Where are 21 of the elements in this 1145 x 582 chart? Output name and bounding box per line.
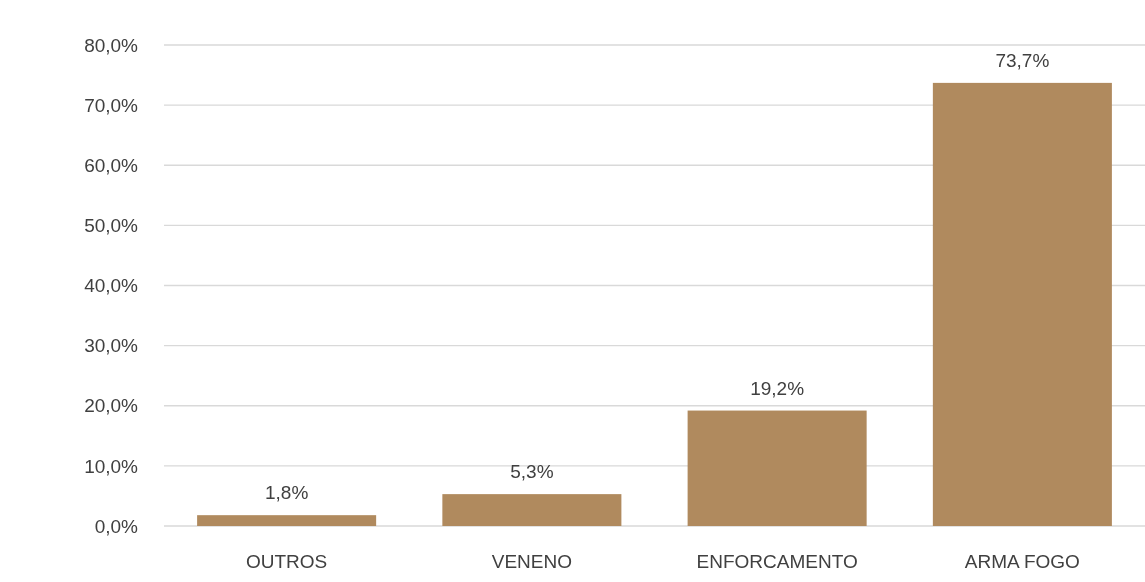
- y-tick-label: 50,0%: [84, 215, 139, 237]
- data-label: 19,2%: [750, 377, 805, 399]
- y-tick-label: 0,0%: [94, 515, 139, 537]
- x-tick-label: ENFORCAMENTO: [696, 551, 858, 572]
- data-label: 5,3%: [510, 461, 554, 483]
- data-label: 73,7%: [995, 49, 1050, 71]
- y-tick-label: 70,0%: [84, 94, 139, 116]
- y-tick-label: 10,0%: [84, 455, 139, 477]
- bar: [442, 494, 622, 526]
- y-tick-label: 60,0%: [84, 154, 139, 176]
- y-tick-label: 30,0%: [84, 335, 139, 357]
- x-tick-label: VENENO: [491, 551, 572, 572]
- y-tick-label: 80,0%: [84, 34, 139, 56]
- x-tick-label: ARMA FOGO: [964, 551, 1080, 572]
- y-tick-label: 20,0%: [84, 395, 139, 417]
- data-label: 1,8%: [264, 482, 309, 504]
- bar: [932, 82, 1112, 526]
- bar: [687, 410, 867, 526]
- bar: [197, 515, 377, 526]
- x-tick-label: OUTROS: [245, 551, 328, 572]
- y-tick-label: 40,0%: [84, 275, 139, 297]
